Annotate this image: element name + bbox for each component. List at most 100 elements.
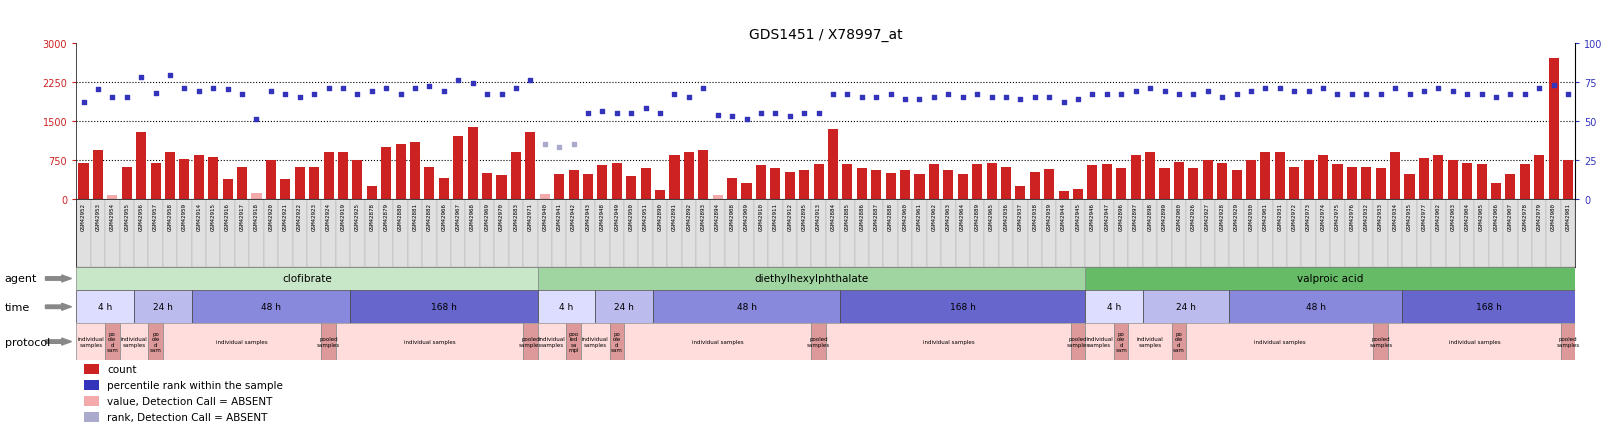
Bar	[566, 323, 581, 360]
Point	[1555, 92, 1581, 99]
Bar	[885, 174, 896, 200]
Point	[690, 85, 716, 92]
Text: GSM42953: GSM42953	[96, 203, 101, 231]
Bar	[597, 166, 607, 200]
Bar	[784, 173, 794, 200]
Text: po
ole
d
sam: po ole d sam	[149, 331, 161, 352]
Bar	[696, 200, 711, 267]
Text: GSM42897: GSM42897	[1133, 203, 1138, 231]
Bar	[1143, 200, 1157, 267]
Point	[329, 85, 355, 92]
Bar	[393, 200, 407, 267]
Bar	[511, 153, 521, 200]
Bar	[683, 153, 693, 200]
Text: GSM42978: GSM42978	[1521, 203, 1526, 231]
Bar	[813, 164, 823, 200]
Point	[70, 99, 96, 106]
Bar	[222, 180, 232, 200]
Text: GSM42962: GSM42962	[932, 203, 936, 231]
Point	[430, 89, 456, 95]
Bar	[537, 323, 566, 360]
Point	[1496, 92, 1522, 99]
Bar	[854, 200, 868, 267]
Bar	[467, 128, 477, 200]
Bar	[594, 291, 652, 323]
Text: GSM42918: GSM42918	[253, 203, 258, 231]
Bar	[1375, 168, 1384, 200]
Bar	[493, 200, 508, 267]
Text: pooled
samples: pooled samples	[1555, 337, 1579, 347]
Text: GSM42934: GSM42934	[1393, 203, 1397, 231]
Bar	[1058, 192, 1068, 200]
Bar	[928, 164, 938, 200]
Bar	[381, 148, 391, 200]
Text: po
ole
d
sam: po ole d sam	[1172, 331, 1185, 352]
Bar	[91, 200, 105, 267]
Bar	[351, 291, 537, 323]
Text: 48 h: 48 h	[737, 302, 756, 312]
Bar	[1548, 59, 1558, 200]
Bar	[1373, 323, 1388, 360]
Bar	[136, 133, 146, 200]
Bar	[652, 291, 839, 323]
Point	[445, 77, 471, 84]
Point	[99, 95, 125, 102]
Bar	[1402, 291, 1574, 323]
Bar	[812, 200, 826, 267]
Bar	[914, 174, 923, 200]
Point	[704, 112, 730, 119]
Text: GSM42960: GSM42960	[902, 203, 907, 231]
Text: GSM42972: GSM42972	[1290, 203, 1295, 231]
Bar	[742, 184, 751, 200]
Text: GSM42937: GSM42937	[1018, 203, 1022, 231]
Bar	[524, 133, 536, 200]
Point	[876, 92, 902, 99]
Bar	[378, 200, 393, 267]
Text: GSM42936: GSM42936	[1003, 203, 1008, 231]
Point	[1396, 92, 1422, 99]
Text: GSM42965: GSM42965	[988, 203, 993, 231]
Bar	[148, 200, 162, 267]
Bar	[609, 200, 623, 267]
Bar	[482, 174, 492, 200]
Point	[891, 96, 917, 103]
Bar	[797, 200, 812, 267]
Bar	[738, 200, 753, 267]
Bar	[727, 179, 737, 200]
Bar	[553, 174, 563, 200]
Point	[229, 92, 255, 99]
Point	[1209, 95, 1235, 102]
Point	[403, 85, 428, 92]
Text: pooled
samples: pooled samples	[807, 337, 829, 347]
Text: GSM42930: GSM42930	[1248, 203, 1253, 231]
Point	[214, 87, 240, 94]
Bar	[539, 195, 550, 200]
Text: GSM42941: GSM42941	[557, 203, 562, 231]
Text: GSM42878: GSM42878	[368, 203, 373, 231]
Bar	[1474, 200, 1488, 267]
Text: GSM42923: GSM42923	[312, 203, 316, 231]
Text: GSM42947: GSM42947	[1104, 203, 1109, 231]
Text: GSM42945: GSM42945	[1074, 203, 1079, 231]
Text: GSM42943: GSM42943	[586, 203, 591, 231]
Bar	[1272, 200, 1285, 267]
Point	[1410, 89, 1436, 95]
Bar	[221, 200, 235, 267]
Text: GSM42891: GSM42891	[672, 203, 677, 231]
Text: GSM42896: GSM42896	[1118, 203, 1123, 231]
Text: GSM42956: GSM42956	[138, 203, 143, 231]
Text: GSM42944: GSM42944	[1060, 203, 1065, 231]
Bar	[235, 200, 250, 267]
Text: GSM42949: GSM42949	[613, 203, 618, 231]
Text: GSM42964: GSM42964	[959, 203, 964, 231]
Bar	[321, 200, 336, 267]
Text: GSM42879: GSM42879	[383, 203, 388, 231]
Text: 168 h: 168 h	[430, 302, 456, 312]
Bar	[1070, 323, 1084, 360]
Bar	[1534, 155, 1543, 200]
Point	[805, 110, 831, 117]
Text: GSM42974: GSM42974	[1319, 203, 1324, 231]
Bar	[133, 200, 148, 267]
Text: GSM42888: GSM42888	[888, 203, 893, 231]
Text: GSM42904: GSM42904	[1464, 203, 1469, 231]
